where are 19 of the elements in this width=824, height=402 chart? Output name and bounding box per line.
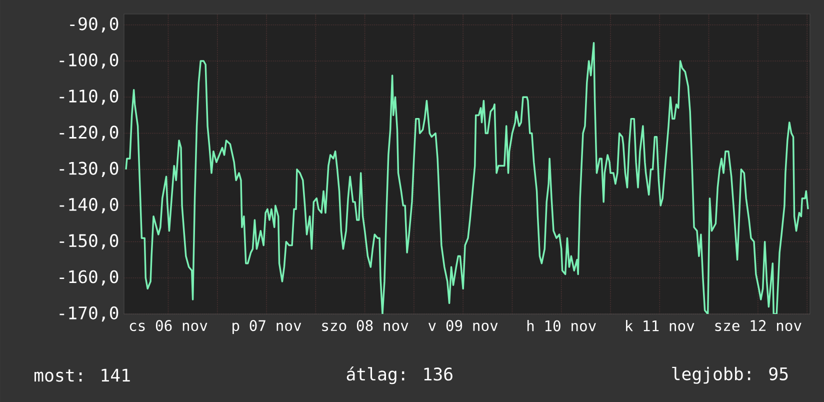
- x-tick-label: v 09 nov: [428, 320, 498, 332]
- x-tick-label: p 07 nov: [232, 320, 302, 334]
- y-tick-label: -130,0: [60, 162, 118, 178]
- x-tick-label: cs 06 nov: [130, 320, 208, 332]
- y-tick-label: -100,0: [60, 53, 118, 69]
- y-tick-label: -140,0: [60, 198, 118, 214]
- x-tick-label: szo 08 nov: [322, 320, 408, 332]
- y-tick-label: -170,0: [60, 306, 118, 322]
- x-tick-label: h 10 nov: [527, 320, 596, 332]
- x-tick-label: k 11 nov: [626, 320, 694, 332]
- y-tick-label: -90,0: [70, 17, 118, 32]
- y-tick-label: -110,0: [60, 89, 118, 105]
- x-tick-label: sze 12 nov: [715, 320, 802, 332]
- y-tick-label: -150,0: [60, 234, 118, 250]
- text: átlag: 136: [346, 366, 452, 384]
- y-tick-label: -160,0: [60, 270, 118, 286]
- text: legjobb: 95: [672, 366, 788, 384]
- text: most: 141: [34, 368, 130, 382]
- y-tick-label: -120,0: [60, 126, 118, 141]
